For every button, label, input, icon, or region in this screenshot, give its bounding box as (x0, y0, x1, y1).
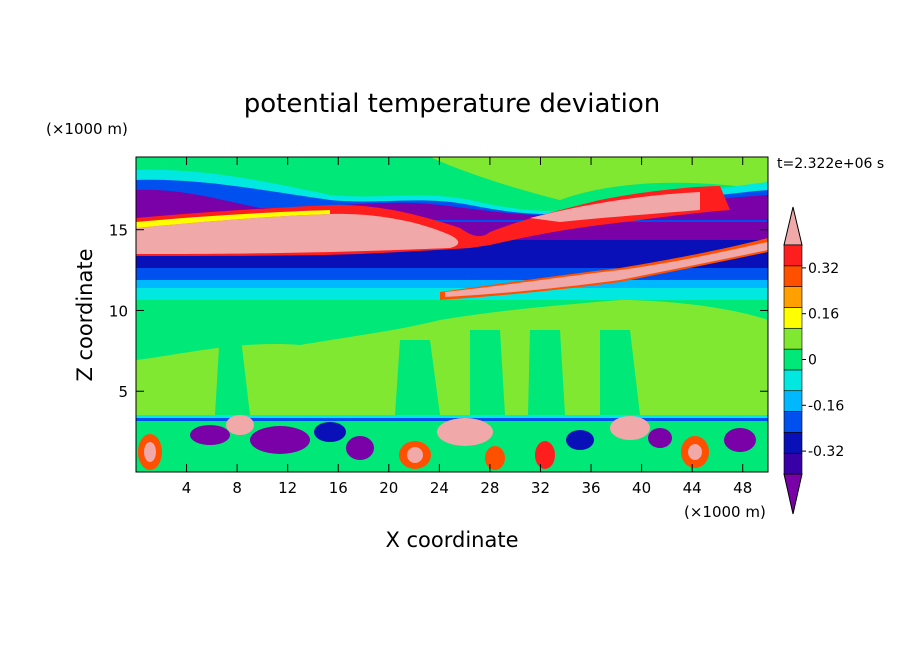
colorbar-swatch (783, 411, 803, 433)
x-tick-label: 16 (329, 479, 348, 497)
turbulence-blobs (138, 415, 756, 470)
colorbar-tick-label: 0.16 (808, 307, 839, 323)
yellow-edge-1 (136, 210, 330, 228)
y-axis: 5 10 15 (109, 222, 768, 401)
colorbar-tick-label: -0.16 (808, 398, 844, 414)
bottom-blue-line (136, 418, 768, 421)
x-axis: 4 8 12 16 20 24 28 32 36 40 44 48 (182, 157, 752, 497)
x-unit-label: (×1000 m) (684, 503, 766, 521)
y-tick-label: 10 (109, 302, 128, 320)
y-tick-label: 15 (109, 222, 128, 240)
colorbar-swatch (783, 348, 803, 371)
x-tick-label: 20 (379, 479, 398, 497)
x-tick-label: 36 (581, 479, 600, 497)
colorbar-swatch (783, 452, 803, 475)
colorbar-swatch (783, 244, 803, 267)
x-tick-label: 48 (733, 479, 752, 497)
colorbar-swatch (783, 286, 803, 308)
top-right-light (430, 157, 768, 200)
colorbar-swatch (783, 307, 803, 329)
colorbar-bottom-arrow (783, 473, 803, 515)
x-tick-label: 4 (182, 479, 192, 497)
colorbar-swatch (783, 369, 803, 392)
y-tick-label: 5 (118, 383, 128, 401)
colorbar-tick-label: 0.32 (808, 261, 839, 277)
colorbar-tick-label: 0 (808, 353, 817, 369)
time-label: t=2.322e+06 s (777, 156, 884, 172)
left-pink (136, 213, 459, 254)
colorbar-swatch (783, 327, 803, 350)
right-pink-upper (530, 192, 700, 222)
x-axis-title: X coordinate (385, 528, 518, 552)
colorbar-swatch (783, 432, 803, 454)
x-tick-label: 44 (683, 479, 702, 497)
chart-title: potential temperature deviation (244, 89, 660, 119)
x-tick-label: 28 (480, 479, 499, 497)
y-axis-title: Z coordinate (73, 248, 97, 381)
right-pink-lower-core (445, 242, 768, 297)
x-tick-label: 40 (632, 479, 651, 497)
colorbar-swatch (783, 390, 803, 412)
mid-teal-gaps (215, 330, 640, 415)
colorbar-top-arrow (783, 206, 803, 246)
colorbar: 0.32 0.16 0 -0.16 -0.32 (783, 206, 844, 515)
heatmap-field (136, 157, 768, 472)
band-cyan (136, 280, 768, 290)
plot-frame (135, 156, 769, 473)
colorbar-swatch (783, 265, 803, 287)
x-tick-label: 8 (232, 479, 242, 497)
x-tick-label: 12 (278, 479, 297, 497)
x-tick-label: 32 (531, 479, 550, 497)
x-tick-label: 24 (430, 479, 449, 497)
y-unit-label: (×1000 m) (46, 120, 128, 138)
colorbar-tick-label: -0.32 (808, 444, 844, 460)
